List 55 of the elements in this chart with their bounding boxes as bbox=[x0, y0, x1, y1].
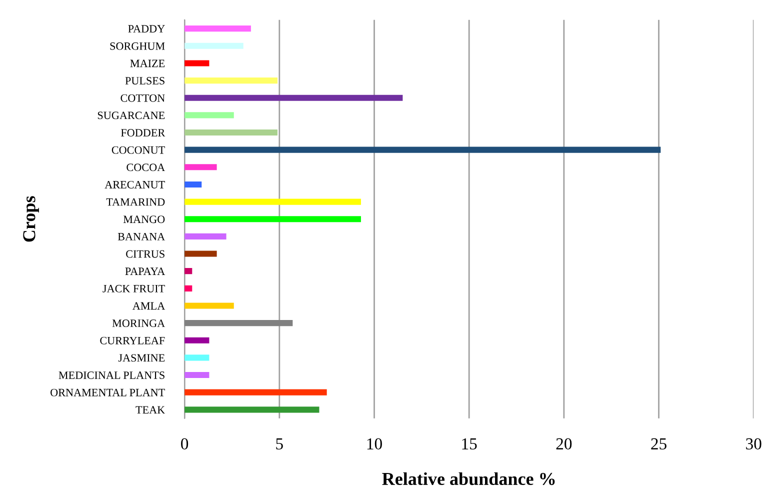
bar bbox=[184, 198, 361, 205]
y-tick-label: CITRUS bbox=[126, 250, 164, 258]
bar bbox=[184, 60, 210, 66]
bar bbox=[184, 164, 217, 170]
x-tick-label: 25 bbox=[651, 438, 666, 450]
y-tick-label: SUGARCANE bbox=[98, 112, 165, 120]
y-tick-label: JACK FRUIT bbox=[102, 284, 165, 292]
bar bbox=[184, 42, 244, 49]
y-tick-label: AMLA bbox=[132, 302, 166, 310]
y-tick-label: COCONUT bbox=[112, 146, 165, 154]
bar bbox=[184, 389, 327, 396]
y-tick-label: JASMINE bbox=[118, 354, 165, 362]
x-tick-label: 20 bbox=[556, 438, 572, 450]
y-tick-label: TEAK bbox=[136, 406, 165, 414]
y-tick-label: SORGHUM bbox=[110, 42, 165, 50]
y-tick-label: ARECANUT bbox=[104, 180, 165, 188]
bar bbox=[184, 406, 320, 413]
bar bbox=[184, 216, 361, 222]
bar bbox=[184, 268, 192, 274]
bar bbox=[184, 337, 210, 344]
x-tick-label: 0 bbox=[181, 438, 188, 450]
y-tick-label: PADDY bbox=[128, 25, 165, 32]
bar bbox=[184, 146, 661, 153]
x-tick-label: 10 bbox=[367, 438, 382, 450]
x-axis-title: Relative abundance % bbox=[382, 472, 555, 486]
bar bbox=[184, 112, 234, 118]
x-tick-label: 30 bbox=[746, 438, 762, 450]
y-tick-label: MORINGA bbox=[112, 320, 166, 328]
bar bbox=[184, 354, 210, 361]
y-tick-label: FODDER bbox=[120, 129, 166, 136]
y-tick-label: PULSES bbox=[125, 77, 164, 85]
y-tick-label: TAMARIND bbox=[106, 198, 165, 206]
bar bbox=[184, 302, 234, 309]
y-tick-label: MAIZE bbox=[130, 60, 165, 68]
y-axis-title: Crops bbox=[23, 196, 39, 242]
bar bbox=[184, 372, 210, 378]
y-tick-label: COCOA bbox=[126, 164, 166, 172]
x-tick-label: 15 bbox=[462, 438, 477, 450]
bar bbox=[184, 181, 202, 188]
bar bbox=[184, 320, 293, 326]
bar bbox=[184, 94, 403, 101]
y-tick-label: CURRYLEAF bbox=[100, 336, 165, 344]
y-tick-label: ORNAMENTAL PLANT bbox=[50, 388, 165, 396]
bar bbox=[184, 129, 278, 136]
y-tick-label: MEDICINAL PLANTS bbox=[58, 372, 164, 379]
bar bbox=[184, 26, 251, 32]
y-tick-label: MANGO bbox=[123, 216, 165, 224]
y-tick-label: COTTON bbox=[120, 94, 165, 102]
bar bbox=[184, 250, 217, 257]
y-tick-label: BANANA bbox=[118, 232, 166, 240]
bar bbox=[184, 285, 192, 292]
y-tick-label: PAPAYA bbox=[125, 268, 166, 275]
bar bbox=[184, 78, 278, 84]
bar bbox=[184, 233, 226, 240]
x-tick-label: 5 bbox=[276, 438, 283, 450]
